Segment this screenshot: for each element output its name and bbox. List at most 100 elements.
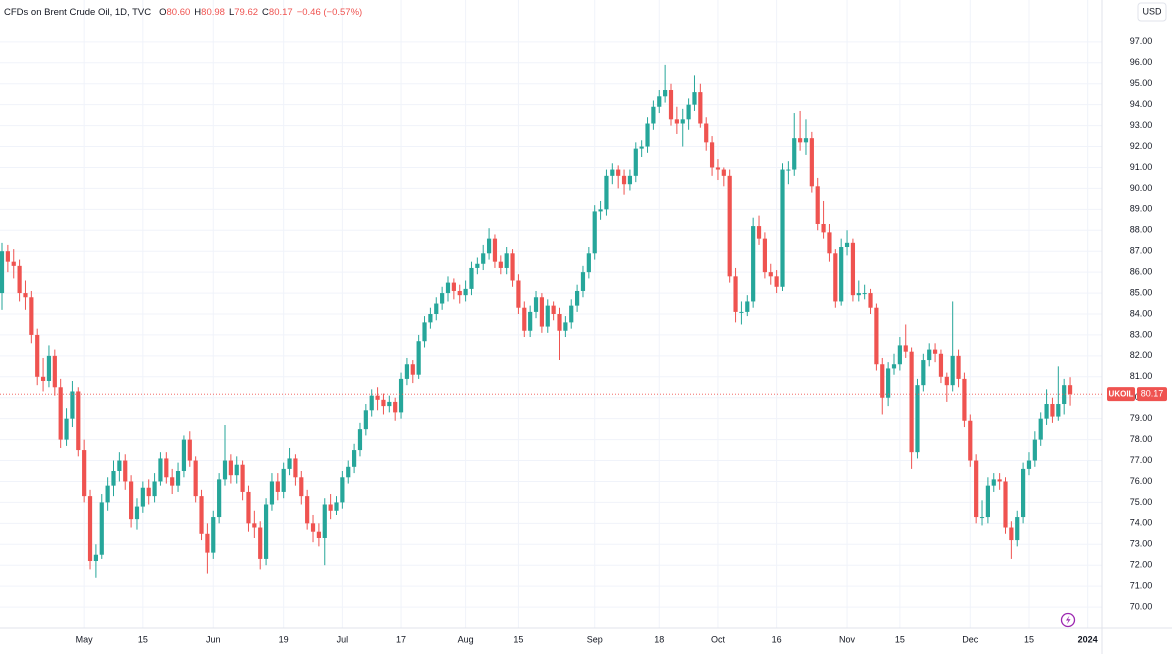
candle-body (915, 385, 920, 453)
candle-body (621, 175, 627, 185)
y-tick-label: 90.00 (1130, 183, 1153, 193)
symbol-label: UKOIL (1109, 389, 1134, 398)
candle-body (422, 322, 427, 342)
candle-body (674, 119, 679, 124)
candle-body (792, 138, 797, 170)
candle-body (1062, 385, 1067, 405)
candle-body (1015, 517, 1020, 541)
candle-body (539, 297, 544, 327)
candle-body (129, 481, 134, 520)
candle-body (868, 293, 873, 308)
candle-body (82, 450, 87, 497)
currency[interactable]: USD (1142, 6, 1162, 16)
candle-body (117, 460, 122, 471)
candle-body (187, 439, 192, 461)
candle-body (657, 96, 662, 107)
candle-body (492, 238, 498, 262)
x-tick-label: Oct (711, 634, 726, 644)
candle-body (786, 169, 791, 171)
candle-body (375, 395, 380, 400)
candle-body (891, 364, 897, 369)
candle-body (451, 282, 456, 291)
candle-body (175, 471, 181, 486)
candle-body (651, 106, 656, 124)
candle-body (739, 311, 744, 313)
candle-body (416, 341, 421, 375)
candle-body (17, 265, 22, 294)
candle-body (956, 355, 961, 379)
candle-body (680, 119, 685, 124)
candle-body (23, 293, 28, 298)
y-tick-label: 86.00 (1130, 267, 1153, 277)
candle-body (510, 253, 515, 281)
replay-icon[interactable] (1060, 612, 1076, 628)
candle-body (328, 504, 333, 511)
candle-body (645, 123, 650, 147)
instrument-name: CFDs on Brent Crude Oil, 1D, TVC (4, 7, 151, 18)
y-tick-label: 97.00 (1130, 36, 1153, 46)
candle-body (193, 460, 198, 497)
candle-body (633, 148, 638, 176)
candle-body (727, 175, 732, 277)
candle-body (985, 485, 990, 518)
candle-body (663, 90, 668, 97)
currency-box[interactable] (1137, 2, 1167, 22)
candle-body (504, 253, 509, 268)
candle-body (533, 297, 539, 312)
ohlc-key: C (262, 7, 269, 18)
y-tick-label: 89.00 (1130, 204, 1153, 214)
candle-body (404, 364, 410, 379)
candle-body (35, 334, 40, 377)
candle-body (944, 376, 949, 386)
y-tick-label: 78.00 (1130, 434, 1153, 444)
candle-body (205, 533, 210, 553)
candle-body (252, 523, 257, 528)
candle-body (874, 307, 879, 365)
candle-body (551, 305, 556, 314)
y-tick-label: 94.00 (1130, 99, 1153, 109)
candle-body (1003, 481, 1008, 528)
x-tick-label: Sep (587, 634, 603, 644)
candle-body (733, 276, 738, 312)
candle-body (263, 504, 269, 559)
candle-body (146, 487, 151, 497)
candle-body (99, 502, 104, 555)
candle-body (756, 226, 762, 239)
y-tick-label: 87.00 (1130, 246, 1153, 256)
candle-body (381, 399, 386, 407)
candle-body (839, 247, 844, 302)
candle-body (692, 92, 697, 105)
ohlc-key: O (159, 7, 166, 18)
candle-body (445, 282, 451, 294)
candle-body (880, 364, 885, 398)
y-tick-label: 88.00 (1130, 225, 1153, 235)
candle-body (76, 391, 81, 451)
candle-body (152, 481, 157, 497)
candle-body (258, 527, 263, 559)
change: −0.46 (−0.57%) (297, 7, 363, 18)
x-tick-label: 18 (654, 634, 664, 644)
candle-body (686, 104, 691, 120)
candle-body (398, 378, 404, 413)
x-tick-label: 19 (279, 634, 289, 644)
y-tick-label: 72.00 (1130, 560, 1153, 570)
x-tick-label: Nov (839, 634, 856, 644)
candle-body (434, 303, 439, 314)
y-tick-label: 93.00 (1130, 120, 1153, 130)
ohlc-key: L (229, 7, 234, 18)
y-tick-label: 77.00 (1130, 455, 1153, 465)
ohlc-value: 80.17 (269, 7, 293, 18)
last-price-box (1137, 387, 1167, 402)
x-tick-label: 15 (895, 634, 905, 644)
candle-body (486, 238, 492, 254)
candle-body (234, 464, 239, 476)
candle-body (968, 420, 973, 461)
candle-body (592, 211, 597, 254)
candle-body (463, 288, 468, 296)
y-tick-label: 75.00 (1130, 497, 1153, 507)
candle-body (134, 506, 140, 520)
y-tick-label: 70.00 (1130, 601, 1153, 611)
legend: CFDs on Brent Crude Oil, 1D, TVC O80.60 H8… (4, 7, 362, 18)
candle-body (164, 458, 169, 478)
candles (0, 64, 1073, 578)
